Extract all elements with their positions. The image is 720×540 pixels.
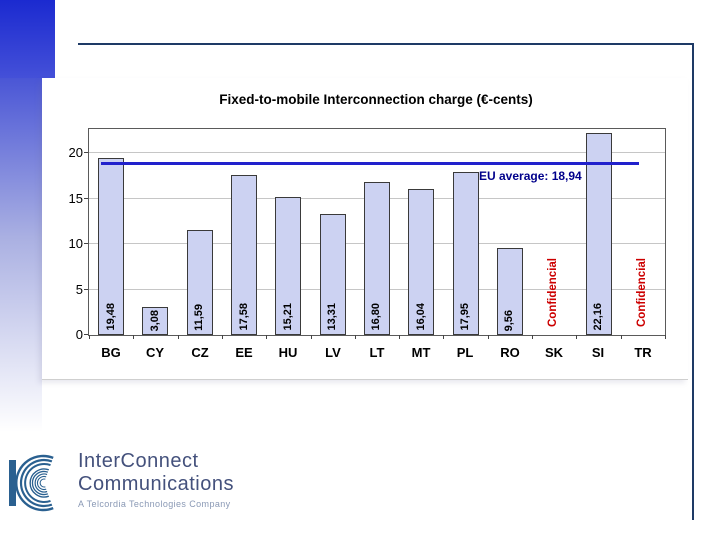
- x-axis-category-label: RO: [500, 345, 520, 360]
- top-frame-line: [78, 43, 693, 45]
- bar: [364, 182, 390, 335]
- interconnect-logo: InterConnect Communications A Telcordia …: [8, 450, 234, 512]
- x-axis-tick-mark: [311, 335, 312, 339]
- bar: [586, 133, 612, 335]
- bar: [187, 230, 213, 335]
- x-axis-tick-mark: [621, 335, 622, 339]
- logo-tagline: A Telcordia Technologies Company: [78, 499, 231, 509]
- chart-panel: Fixed-to-mobile Interconnection charge (…: [42, 78, 688, 380]
- chart-title: Fixed-to-mobile Interconnection charge (…: [219, 92, 533, 107]
- x-axis-category-label: TR: [634, 345, 652, 360]
- y-axis-tick-mark: [84, 243, 88, 245]
- x-axis-tick-mark: [89, 335, 90, 339]
- gridline: [89, 152, 665, 154]
- x-axis-tick-mark: [266, 335, 267, 339]
- bar-value-label: 16,80: [370, 303, 382, 331]
- x-axis-tick-mark: [355, 335, 356, 339]
- bar-value-label: 22,16: [592, 303, 604, 331]
- y-axis-tick-label: 20: [68, 145, 83, 161]
- logo-name-line1: InterConnect: [78, 450, 199, 472]
- x-axis-category-label: SK: [544, 345, 564, 360]
- x-axis-category-label: LV: [325, 345, 341, 360]
- x-axis-category-label: EE: [235, 345, 253, 360]
- bar-value-label: 13,31: [326, 303, 338, 331]
- x-axis-category-label: LT: [369, 345, 385, 360]
- x-axis-tick-mark: [532, 335, 533, 339]
- bar-value-label: 15,21: [282, 303, 294, 331]
- bar-value-label: 17,58: [238, 303, 250, 331]
- bar-value-label: 19,48: [105, 303, 117, 331]
- bar: [320, 214, 346, 335]
- bar: [142, 307, 168, 335]
- x-axis-tick-mark: [488, 335, 489, 339]
- x-axis-tick-mark: [665, 335, 666, 339]
- left-accent-block: [0, 0, 55, 78]
- y-axis-tick-label: 0: [75, 327, 83, 342]
- plot-area: EU average: 18,94 0 5 10 15 20 19,48 BG 3,08 CY 1…: [69, 128, 666, 360]
- interconnect-logo-icon: [9, 454, 54, 512]
- bar-value-label: 17,95: [459, 303, 471, 331]
- x-axis-tick-mark: [443, 335, 444, 339]
- bar: [275, 197, 301, 335]
- x-axis-tick-mark: [399, 335, 400, 339]
- bar: [231, 175, 257, 335]
- bar-value-label: 11,59: [193, 304, 205, 331]
- x-axis-tick-mark: [576, 335, 577, 339]
- x-axis-tick-mark: [222, 335, 223, 339]
- y-axis-tick-mark: [84, 197, 88, 199]
- y-axis-tick-label: 15: [68, 190, 83, 206]
- x-axis-category-label: CZ: [191, 345, 209, 360]
- x-axis-tick-mark: [178, 335, 179, 339]
- x-axis-category-label: CY: [145, 345, 165, 360]
- y-axis-tick-mark: [84, 288, 88, 290]
- bar: [453, 172, 479, 335]
- confidential-label: Confidencial: [547, 257, 559, 327]
- eu-average-label: EU average: 18,94: [479, 169, 582, 183]
- right-frame-line: [692, 43, 694, 520]
- x-axis-category-label: PL: [456, 345, 474, 360]
- bar: [497, 248, 523, 335]
- bar-value-label: 9,56: [503, 309, 515, 331]
- bar: [408, 189, 434, 335]
- y-axis-tick-label: 10: [68, 236, 83, 252]
- x-axis-category-label: SI: [591, 345, 605, 360]
- bar: [98, 158, 124, 335]
- x-axis-category-label: MT: [411, 345, 431, 360]
- eu-average-line: [101, 162, 639, 165]
- y-axis-tick-label: 5: [75, 281, 83, 297]
- logo-name-line2: Communications: [78, 473, 234, 495]
- confidential-label: Confidencial: [636, 257, 648, 327]
- x-axis-tick-mark: [133, 335, 134, 339]
- x-axis-category-label: HU: [278, 345, 298, 360]
- bar-value-label: 3,08: [149, 309, 161, 331]
- y-axis-tick-mark: [84, 152, 88, 154]
- x-axis-category-label: BG: [101, 345, 121, 360]
- bar-value-label: 16,04: [415, 303, 427, 331]
- y-axis-tick-mark: [84, 334, 88, 335]
